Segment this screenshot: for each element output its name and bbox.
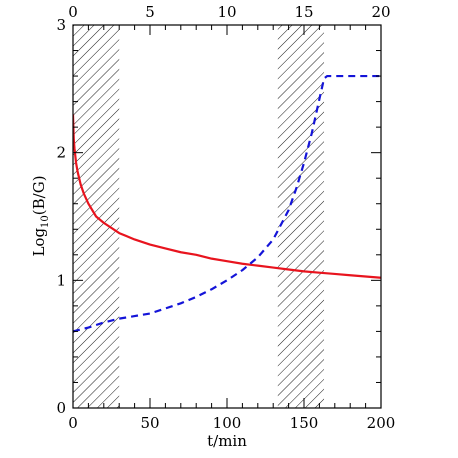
y-tick-label: 3 — [56, 16, 66, 34]
shaded-regions — [73, 25, 325, 408]
x-tick-label: 200 — [367, 414, 396, 432]
series-line-solid — [73, 114, 381, 279]
x-tick-label: 50 — [140, 414, 159, 432]
y-axis-label: Log10(B/G) — [30, 175, 51, 256]
x-tick-label: 0 — [68, 414, 78, 432]
series-group — [73, 74, 381, 333]
y-tick-label: 1 — [56, 271, 66, 289]
x-top-tick-label: 20 — [371, 3, 390, 21]
series-line-dashed — [73, 74, 381, 333]
x-top-tick-label: 5 — [145, 3, 155, 21]
y-label-base: Log — [30, 228, 48, 257]
y-label-subscript: 10 — [40, 215, 51, 228]
x-top-tick-label: 10 — [217, 3, 236, 21]
x-top-tick-label: 15 — [294, 3, 313, 21]
y-tick-label: 2 — [56, 144, 66, 162]
y-tick-label: 0 — [56, 399, 66, 417]
plot-frame — [72, 24, 382, 409]
x-top-tick-label: 0 — [68, 3, 78, 21]
y-label-rest: (B/G) — [30, 175, 48, 215]
x-tick-label: 150 — [290, 414, 319, 432]
x-tick-label: 100 — [213, 414, 242, 432]
x-axis-label: t/min — [207, 432, 247, 450]
shaded-region-1 — [277, 25, 325, 408]
